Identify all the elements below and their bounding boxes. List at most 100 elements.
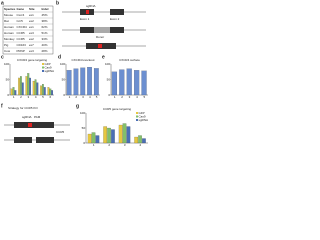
bar [138, 135, 142, 144]
y-tick-label: 50 [82, 126, 86, 130]
x-tick-label: 1 [93, 143, 95, 147]
panel-label: f [1, 103, 3, 109]
x-tick-label: 5 [42, 95, 44, 99]
bar [43, 87, 46, 96]
bar [107, 127, 111, 144]
table-cell: 38% [42, 19, 48, 23]
legend-swatch [42, 63, 44, 65]
chart-title: CXCR4 gene targeting [17, 58, 48, 62]
diagram-title: Strategy for CCR5 KO [8, 106, 38, 110]
bar [20, 76, 22, 96]
table-cell: 40% [42, 43, 48, 47]
legend-label: sgRNA [45, 69, 55, 73]
bar [29, 77, 31, 96]
x-tick-label: 2 [108, 143, 110, 147]
panel-label: b [56, 0, 59, 6]
bar [10, 88, 13, 96]
diagram-label: sgRNA [22, 115, 32, 119]
bar [18, 77, 20, 96]
panel-label: a [1, 0, 4, 6]
diagram-f [4, 122, 70, 143]
table-cell: Ccr5 [17, 19, 24, 23]
legend-label: GFP [45, 62, 51, 66]
panel-label: d [58, 54, 61, 60]
x-tick-label: 6 [49, 95, 51, 99]
bar [14, 90, 17, 96]
table-cell: Mouse [4, 13, 13, 17]
table-cell: Human [4, 25, 14, 29]
table-cell: 28% [42, 49, 48, 53]
legend-swatch [42, 70, 44, 72]
bar [66, 70, 72, 96]
table-cell: Rat [4, 19, 9, 23]
x-tick-label: 3 [27, 95, 29, 99]
legend-swatch [136, 119, 138, 121]
bar [12, 87, 15, 96]
y-tick-label: 0 [83, 141, 85, 145]
bar [21, 82, 24, 96]
table-cell: ex3 [29, 49, 34, 53]
diagram-label: sgRNA [86, 4, 96, 8]
table-cell: ex3 [29, 31, 34, 35]
panel-label: g [76, 103, 79, 109]
x-tick-label: 4 [35, 95, 37, 99]
legend-swatch [42, 66, 44, 69]
chart-title: CCR5 gene targeting [103, 107, 132, 111]
bar [36, 82, 39, 96]
bar [122, 123, 127, 144]
x-tick-label: 4 [139, 143, 141, 147]
table-cell: Human [4, 31, 14, 35]
bar [103, 126, 107, 144]
table-cell: CCR5 [17, 31, 25, 35]
bar [141, 70, 147, 96]
x-tick-label: 3 [124, 143, 126, 147]
bar [73, 68, 79, 96]
diagram-label: Exon 2 [110, 17, 120, 21]
table-header: Gene [17, 7, 25, 11]
bar [80, 67, 86, 96]
bar [32, 80, 35, 96]
bar [47, 87, 50, 96]
bar [126, 126, 131, 144]
x-tick-label: 2 [121, 95, 123, 99]
x-tick-label: 2 [75, 95, 77, 99]
x-tick-label: 4 [136, 95, 138, 99]
bar [118, 124, 123, 144]
bar [134, 136, 138, 144]
bar [134, 70, 140, 96]
bar [142, 138, 146, 144]
bar [42, 84, 44, 96]
diagram-label: PAM [34, 115, 41, 119]
bar [87, 67, 92, 96]
x-tick-label: 1 [69, 95, 71, 99]
figure: a b c d e f g sgRNA Exon 1 Exon 2 Donor … [1, 0, 148, 147]
legend-swatch [136, 115, 138, 118]
table-cell: 51% [42, 31, 48, 35]
table-cell: PRNP [17, 49, 25, 53]
y-tick-label: 50 [6, 77, 10, 81]
table-cell: ex1 [29, 13, 34, 17]
bar [126, 68, 132, 96]
bar [51, 90, 53, 96]
bar [91, 132, 96, 144]
table-cell: CXCR4 [17, 25, 28, 29]
y-tick-label: 100 [60, 62, 65, 66]
table-cell: 33% [42, 37, 48, 41]
bar [49, 88, 52, 96]
diagram-label: CCR5 [56, 130, 64, 134]
panel-label: c [1, 54, 4, 60]
y-tick-label: 0 [108, 93, 110, 97]
x-tick-label: 1 [114, 95, 116, 99]
y-tick-label: 100 [4, 62, 9, 66]
table-cell: ex7 [29, 43, 34, 47]
bar [40, 85, 42, 96]
table-cell: Pig [4, 43, 9, 47]
diagram-label: Exon 1 [80, 17, 90, 21]
x-tick-label: 2 [20, 95, 22, 99]
y-tick-label: 0 [7, 93, 9, 97]
x-tick-label: 3 [129, 95, 131, 99]
table-cell: Cow [4, 49, 11, 53]
table-cell: ex1 [29, 25, 34, 29]
table-header: Species [4, 7, 16, 11]
legend-label: GFP [139, 111, 145, 115]
